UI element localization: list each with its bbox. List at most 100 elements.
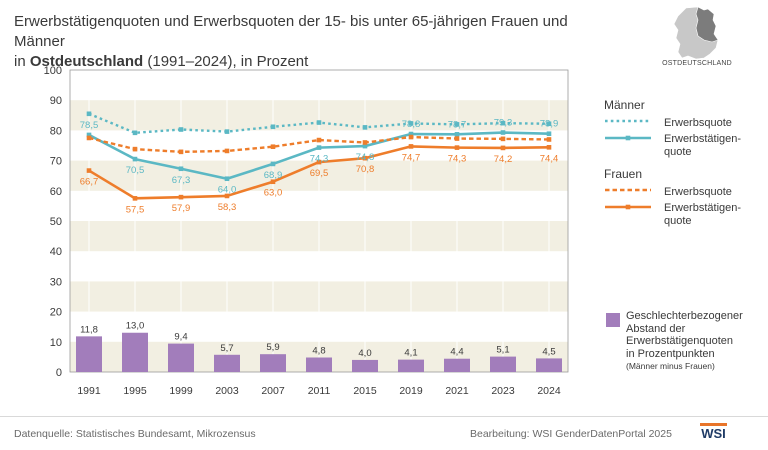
legend-women-label: Frauen [604,167,643,181]
series-data-label: 78,5 [80,120,99,131]
legend-markers [605,119,651,210]
gap-bar-label: 4,8 [312,346,325,357]
series-data-label: 78,9 [540,119,559,130]
chart-title: Erwerbstätigenquoten und Erwerbsquoten d… [14,12,614,72]
y-tick-label: 100 [44,65,62,77]
x-axis: 1991 1995 1999 2003 2007 2011 2015 2019 2021 2023… [77,385,561,397]
legend-men-label: Männer [604,98,645,112]
y-tick-label: 80 [50,125,62,137]
y-tick-label: 60 [50,186,62,198]
series-point [224,129,230,134]
x-tick-label: 1991 [77,385,101,397]
series-data-label: 57,5 [126,204,145,215]
gap-bars [76,332,562,372]
legend-gap-line2: Abstand der [626,322,686,335]
legend-point-1 [625,135,631,141]
legend-men-et-line2: quote [664,146,692,158]
legend-point-3 [625,204,631,210]
series-data-label: 74,2 [494,154,513,165]
series-point [224,148,230,154]
series-point [270,124,276,130]
series-point [132,156,138,162]
series-point [178,166,184,172]
gap-bar-label: 5,9 [266,342,279,353]
series-data-label: 69,5 [310,168,329,179]
grid [69,69,569,373]
series-data-label: 57,9 [172,203,191,214]
series-point [270,179,276,185]
series-point [178,149,184,155]
gap-bar-label: 4,4 [450,347,463,358]
series-point [132,196,138,201]
series-point [362,140,368,145]
series-point [546,131,552,137]
gap-bar-label: 13,0 [126,321,145,332]
x-tick-label: 2019 [399,385,423,397]
series-point [408,144,414,149]
series-point [224,176,230,182]
x-tick-label: 2023 [491,385,515,397]
series-lines [86,111,552,201]
gap-bar [490,356,516,372]
series-data-label: 74,8 [356,152,375,163]
series-point [362,155,368,161]
gap-bar [76,336,102,372]
y-tick-label: 20 [50,307,62,319]
series-data-label: 79,3 [494,118,513,129]
series-point [500,130,506,135]
title-line-2: in Ostdeutschland (1991–2024), in Prozen… [14,52,614,72]
title-suffix: (1991–2024), in Prozent [143,53,309,70]
series-point [362,125,368,130]
y-tick-label: 70 [50,156,62,168]
series-data-label: 74,3 [448,154,467,165]
legend-gap-sub: (Männer minus Frauen) [626,361,715,371]
series-data-label: 63,0 [264,188,283,199]
legend-men-heading: Männer [604,98,645,112]
title-line-1: Erwerbstätigenquoten und Erwerbsquoten d… [14,13,568,50]
legend-gap: Geschlechterbezogener Abstand der Erwerb… [626,310,766,373]
gap-bar [444,358,470,372]
series-point [546,137,552,142]
series-point [178,194,184,200]
series-point [86,132,92,138]
y-tick-label: 50 [50,216,62,228]
series-data-label: 70,8 [356,164,375,175]
legend-men-et-line1: Erwerbstätigen- [664,133,742,145]
x-tick-label: 2024 [537,385,561,397]
gap-bar [168,343,194,372]
series-point [316,137,322,143]
legend-women-et-line1: Erwerbstätigen- [664,202,742,214]
series-point [316,120,322,125]
gap-bar-label: 5,1 [496,345,509,356]
gap-bar [306,357,332,372]
title-region: Ostdeutschland [29,53,144,70]
legend-men-erwerbstaetigen: Erwerbstätigen-quote [664,133,741,159]
y-tick-label: 10 [50,337,62,349]
gap-bar-label: 9,4 [174,332,187,343]
series-data-label: 70,5 [126,165,145,176]
series-point [546,121,552,127]
series-data-label: 78,8 [402,119,421,130]
series-data-label: 64,0 [218,185,237,196]
series-point [132,130,138,136]
y-tick-label: 90 [50,95,62,107]
gap-bar-label: 11,8 [80,324,98,335]
data-labels: 78,5 70,5 67,3 64,0 68,9 74,3 74,8 78,8 78,7 79,3… [80,118,559,359]
x-tick-label: 1999 [169,385,193,397]
series-point [270,161,276,167]
series-point [454,136,460,141]
series-point [178,127,184,132]
x-tick-label: 1995 [123,385,147,397]
series-point [86,168,92,173]
legend-women-erwerbstaetigen: Erwerbstätigen-quote [664,202,741,228]
legend-gap-line1: Geschlechterbezogener [626,310,743,322]
series-point [408,134,414,140]
footer-source: Datenquelle: Statistisches Bundesamt, Mi… [14,428,256,440]
series-point [132,146,138,152]
y-tick-label: 40 [50,246,62,258]
series-point [408,121,414,126]
series-data-label: 78,7 [448,119,467,130]
footer-divider [0,416,768,417]
x-tick-label: 2021 [445,385,469,397]
y-tick-label: 30 [50,276,62,288]
